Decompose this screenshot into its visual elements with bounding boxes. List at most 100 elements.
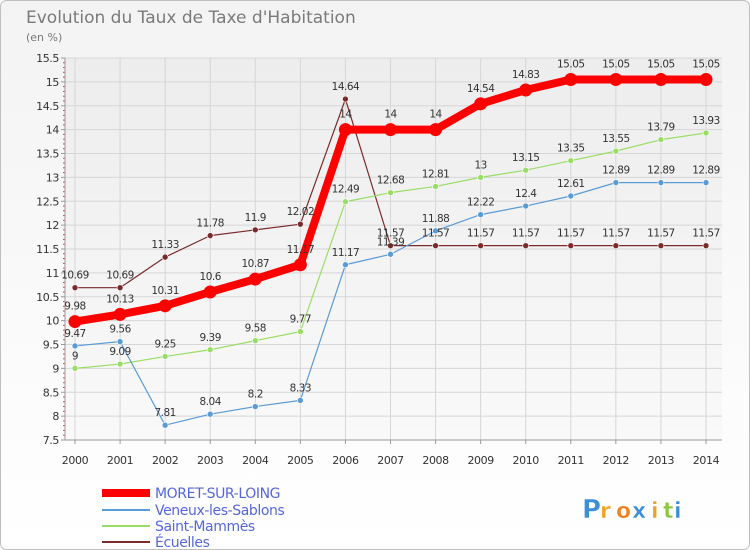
data-point xyxy=(522,166,530,174)
data-label: 11.57 xyxy=(647,228,675,240)
data-label: 11.57 xyxy=(602,228,630,240)
data-label: 9.56 xyxy=(109,324,131,336)
y-tick-label: 12.5 xyxy=(36,195,59,208)
data-label: 11.57 xyxy=(557,228,585,240)
data-point xyxy=(432,227,439,235)
data-label: 10.6 xyxy=(200,271,222,283)
data-label: 12.68 xyxy=(377,175,405,187)
data-point xyxy=(432,242,439,249)
logo-letter: i xyxy=(674,499,682,524)
y-tick-label: 9.5 xyxy=(43,339,60,352)
y-tick-label: 12 xyxy=(46,219,59,232)
data-point xyxy=(567,157,575,164)
data-point xyxy=(387,189,394,196)
data-label: 9.77 xyxy=(290,314,311,326)
x-tick-label: 2013 xyxy=(648,454,675,467)
data-point xyxy=(699,72,713,86)
data-point xyxy=(251,226,259,234)
data-point xyxy=(567,192,575,200)
data-label: 11.17 xyxy=(287,244,315,256)
x-tick-label: 2004 xyxy=(242,454,269,467)
data-label: 9.58 xyxy=(245,323,266,335)
data-point xyxy=(384,123,397,137)
data-label: 15.05 xyxy=(647,58,675,70)
data-point xyxy=(702,129,710,137)
y-tick-label: 14.5 xyxy=(36,100,59,113)
chart-title: Evolution du Taux de Taxe d'Habitation xyxy=(26,8,356,28)
data-point xyxy=(68,315,82,329)
data-point xyxy=(522,242,530,249)
data-label: 9.25 xyxy=(154,338,175,350)
logo-letter: i xyxy=(651,499,659,524)
x-tick-label: 2000 xyxy=(62,454,89,467)
data-label: 12.49 xyxy=(332,184,360,196)
data-label: 11.88 xyxy=(422,213,450,225)
data-label: 14 xyxy=(384,109,397,121)
legend-label: MORET-SUR-LOING xyxy=(155,486,280,502)
data-label: 8.2 xyxy=(248,389,263,401)
data-label: 9 xyxy=(72,350,78,362)
data-point xyxy=(657,242,665,249)
axes: 7.5 8 8.5 9 9.5 10 10.5 11 11.5 12 12.5 13 13.5 14 14.… xyxy=(36,52,722,467)
data-label: 11.57 xyxy=(512,228,540,240)
x-tick-label: 2011 xyxy=(558,454,584,467)
data-label: 8.33 xyxy=(290,382,311,394)
data-label: 12.89 xyxy=(692,165,720,177)
y-tick-label: 9 xyxy=(52,362,59,375)
data-point xyxy=(654,72,668,86)
data-point xyxy=(297,397,304,404)
data-label: 15.05 xyxy=(602,58,630,70)
legend: MORET-SUR-LOINGVeneux-les-SablonsSaint-M… xyxy=(102,486,285,550)
data-label: 12.22 xyxy=(467,197,495,209)
data-label: 9.98 xyxy=(64,301,85,313)
data-point xyxy=(206,346,214,354)
data-label: 15.05 xyxy=(557,58,585,70)
data-point xyxy=(387,242,394,249)
logo-letter: x xyxy=(632,499,646,524)
legend-label: Veneux-les-Sablons xyxy=(155,503,285,519)
data-label: 11.57 xyxy=(422,228,450,240)
data-point xyxy=(251,403,259,410)
data-label: 8.04 xyxy=(200,396,222,408)
x-tick-label: 2006 xyxy=(332,454,359,467)
data-point xyxy=(477,211,484,218)
data-point xyxy=(432,183,439,190)
data-point xyxy=(293,258,307,272)
data-label: 13.79 xyxy=(647,122,675,134)
y-tick-label: 10 xyxy=(46,315,60,328)
data-label: 10.69 xyxy=(61,270,89,282)
chart-subtitle: (en %) xyxy=(26,31,62,44)
logo-letter: r xyxy=(600,499,611,524)
data-point xyxy=(251,337,259,344)
data-label: 11.57 xyxy=(467,228,495,240)
data-point xyxy=(612,147,620,155)
proxiti-logo: Pr o x i t i xyxy=(582,495,682,526)
x-tick-label: 2010 xyxy=(513,454,540,467)
data-point xyxy=(161,253,169,261)
data-label: 13 xyxy=(474,159,486,171)
data-label: 10.31 xyxy=(151,285,179,297)
data-point xyxy=(71,365,79,372)
series-group xyxy=(68,72,713,429)
data-label: 13.35 xyxy=(557,143,585,155)
data-point xyxy=(338,123,352,137)
data-label: 10.13 xyxy=(106,293,134,305)
x-tick-label: 2007 xyxy=(377,454,404,467)
y-tick-label: 13 xyxy=(46,171,60,184)
y-tick-label: 8 xyxy=(52,410,59,423)
data-label: 13.55 xyxy=(602,133,630,145)
y-tick-label: 8.5 xyxy=(43,386,60,399)
data-label: 12.89 xyxy=(647,165,675,177)
y-tick-label: 11 xyxy=(46,267,59,280)
data-label: 12.4 xyxy=(515,188,537,200)
y-tick-label: 13.5 xyxy=(36,148,59,161)
data-label: 13.15 xyxy=(512,152,540,164)
x-tick-label: 2014 xyxy=(693,454,720,467)
data-point xyxy=(609,72,623,86)
data-point xyxy=(474,97,488,111)
data-point xyxy=(297,328,304,335)
x-tick-label: 2003 xyxy=(197,454,224,467)
data-point xyxy=(522,202,530,210)
data-point xyxy=(612,242,620,249)
